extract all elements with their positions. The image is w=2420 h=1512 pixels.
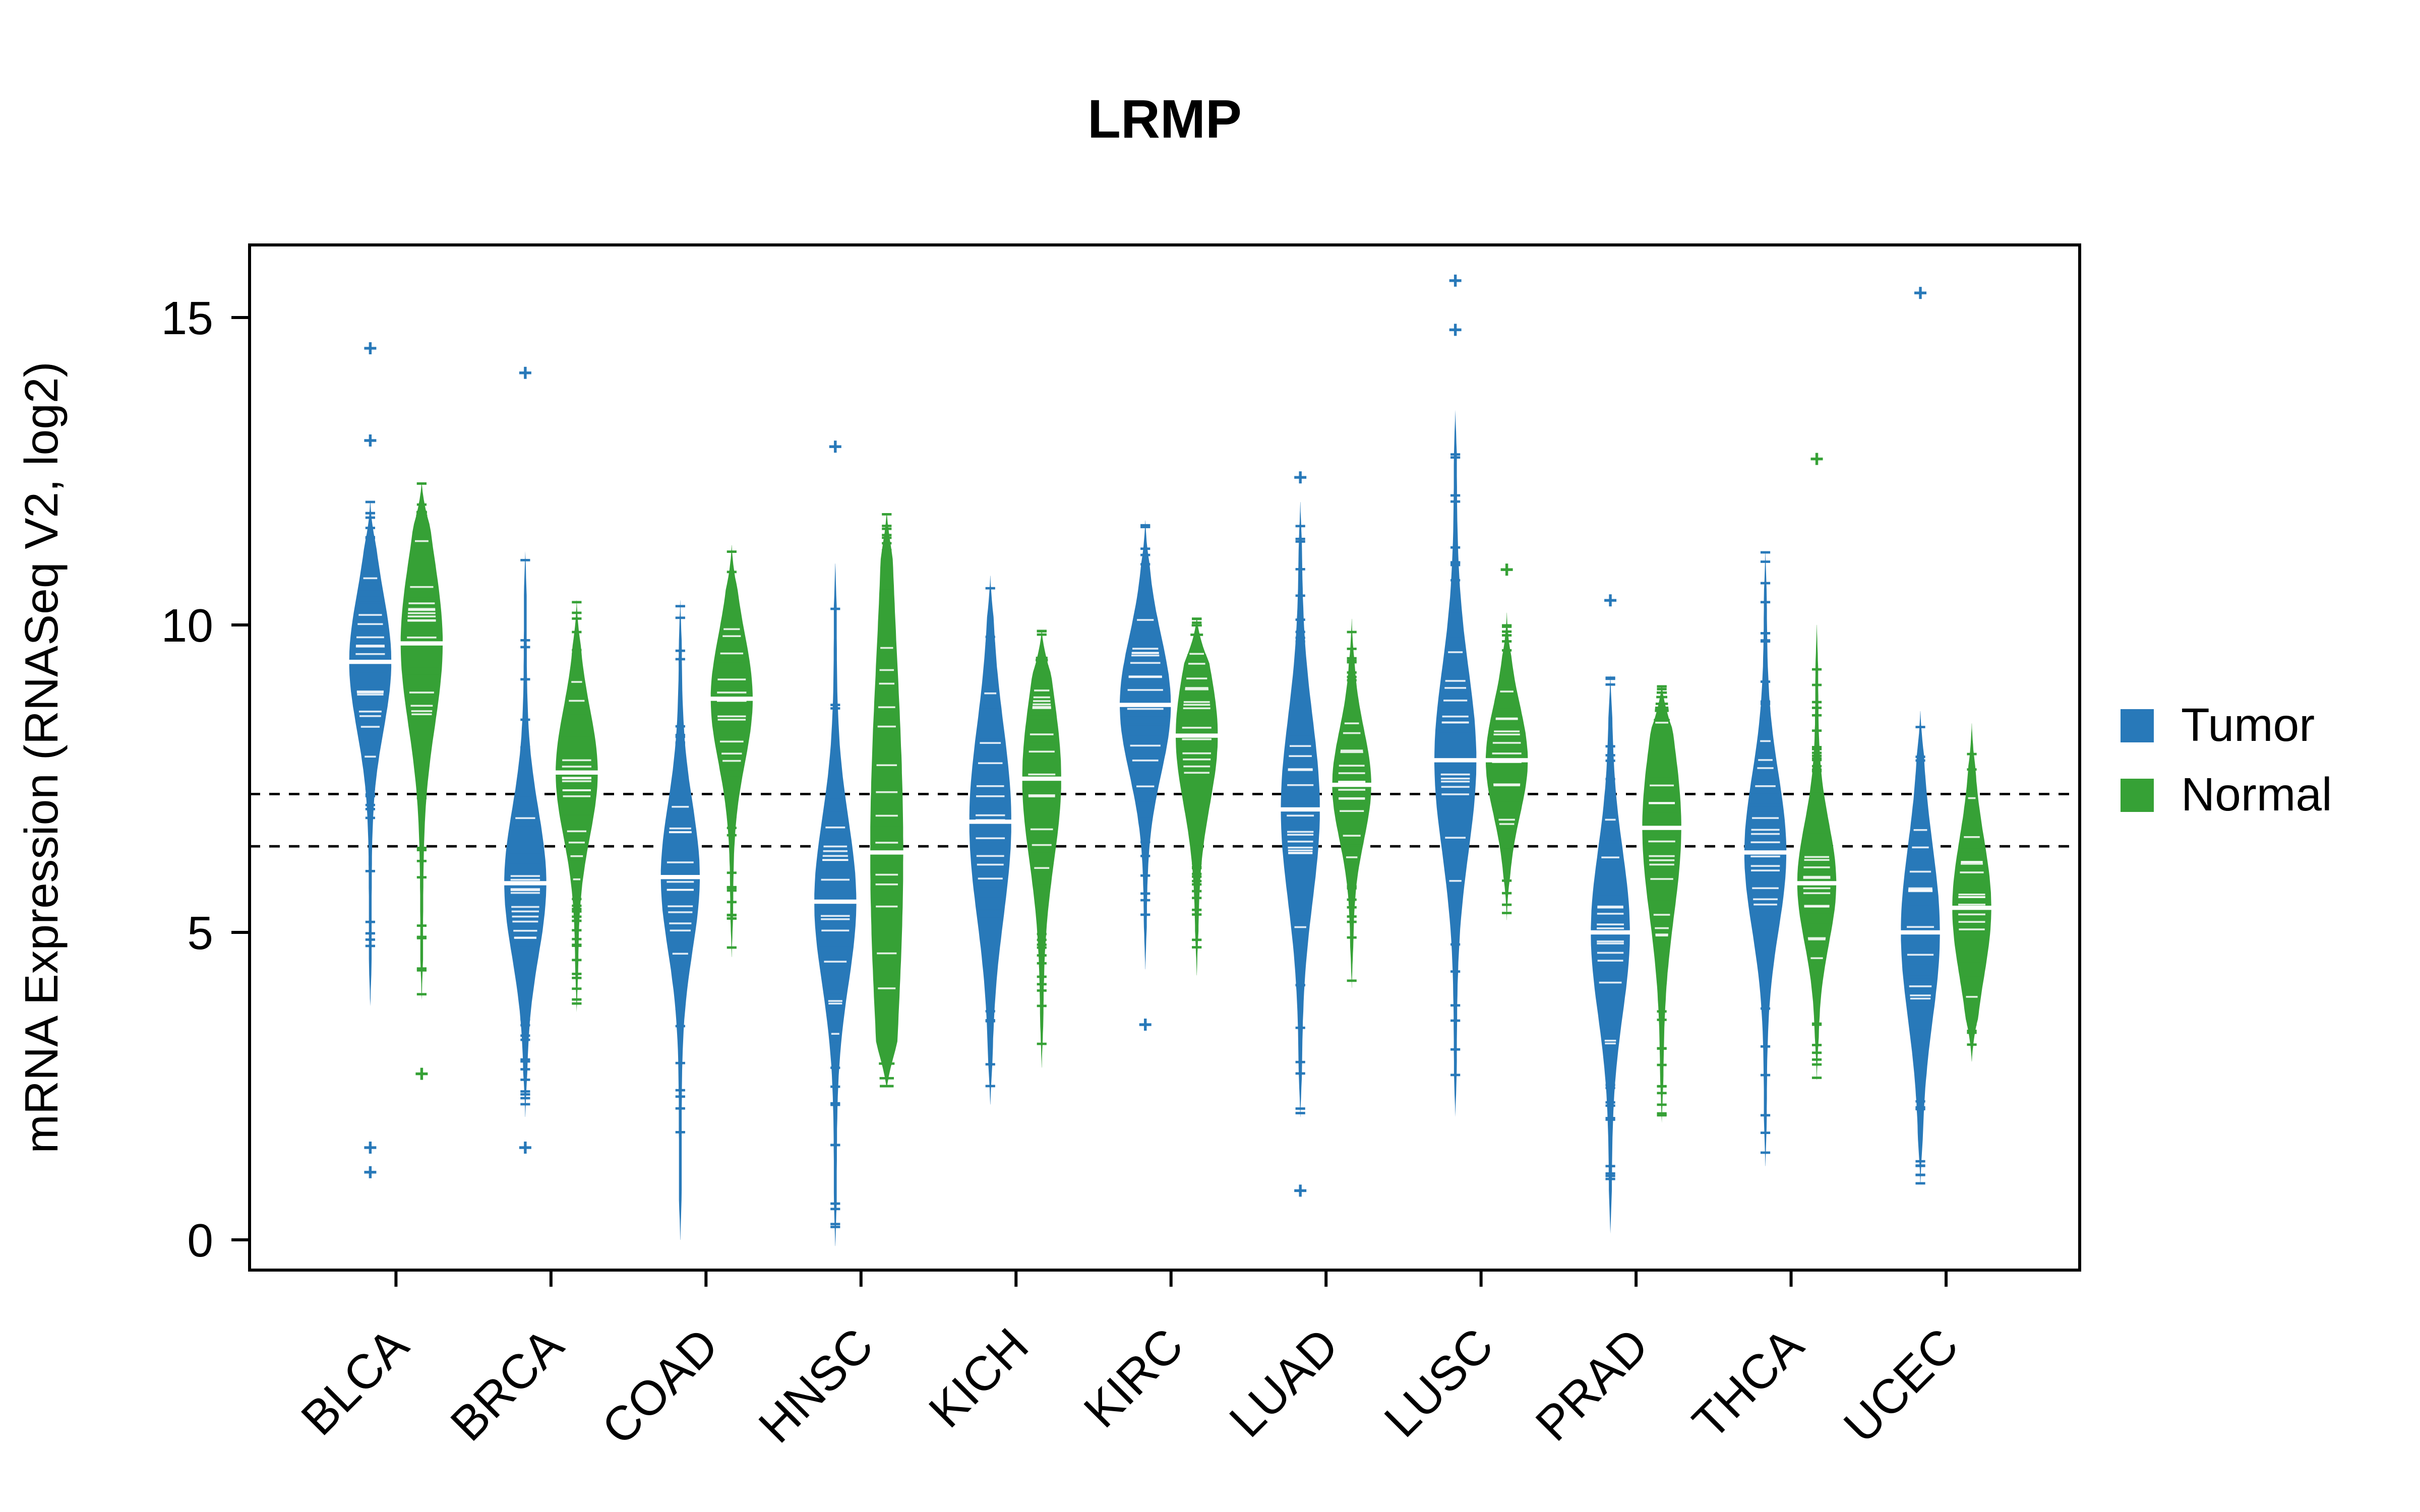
legend-item-normal: Normal: [2121, 768, 2332, 823]
violin-tumor-hnsc: [812, 440, 859, 1246]
violin-normal-thca: [1795, 453, 1839, 1080]
violin-tumor-coad: [658, 600, 702, 1240]
svg-text:0: 0: [187, 1214, 213, 1267]
svg-text:10: 10: [161, 599, 213, 652]
svg-text:15: 15: [161, 292, 213, 344]
tumor-swatch-icon: [2121, 709, 2154, 742]
svg-text:LUSC: LUSC: [1374, 1318, 1504, 1447]
svg-text:KIRC: KIRC: [1074, 1318, 1194, 1438]
svg-text:5: 5: [187, 907, 213, 959]
svg-text:HNSC: HNSC: [749, 1318, 884, 1453]
violin-tumor-blca: [346, 342, 394, 1178]
violin-normal-brca: [553, 600, 600, 1013]
svg-text:BRCA: BRCA: [440, 1318, 573, 1451]
violin-tumor-kirc: [1117, 520, 1174, 1031]
legend-label-normal: Normal: [2181, 768, 2332, 821]
violin-tumor-luad: [1278, 471, 1322, 1197]
violin-tumor-prad: [1588, 594, 1632, 1234]
svg-text:PRAD: PRAD: [1526, 1318, 1659, 1451]
violin-normal-lusc: [1483, 563, 1531, 920]
y-axis: 0 5 10 15: [161, 292, 250, 1267]
svg-text:UCEC: UCEC: [1834, 1318, 1969, 1453]
violin-normal-coad: [708, 545, 755, 957]
svg-text:KICH: KICH: [919, 1318, 1039, 1438]
normal-swatch-icon: [2121, 779, 2154, 812]
svg-text:LUAD: LUAD: [1219, 1318, 1349, 1447]
legend-item-tumor: Tumor: [2121, 699, 2332, 753]
legend: Tumor Normal: [2121, 699, 2332, 823]
reference-lines: [250, 793, 2080, 848]
violin-tumor-thca: [1742, 551, 1789, 1166]
svg-text:BLCA: BLCA: [291, 1318, 418, 1445]
violin-normal-luad: [1329, 618, 1374, 988]
violin-normal-kirc: [1173, 617, 1221, 976]
svg-text:COAD: COAD: [591, 1318, 729, 1455]
violin-normal-blca: [398, 482, 445, 1080]
violin-tumor-kich: [966, 576, 1014, 1105]
chart-title: LRMP: [1087, 88, 1242, 150]
violin-normal-ucec: [1950, 723, 1994, 1062]
svg-text:THCA: THCA: [1682, 1318, 1813, 1449]
violin-normal-hnsc: [868, 513, 906, 1088]
violin-normal-prad: [1640, 685, 1684, 1123]
violin-tumor-lusc: [1432, 274, 1479, 1117]
x-axis: BLCA BRCA COAD HNSC KICH KIRC LUAD LUSC PRAD THCA…: [291, 1270, 1969, 1455]
legend-label-tumor: Tumor: [2181, 699, 2315, 751]
violin-normal-kich: [1019, 629, 1064, 1068]
plot-border: [248, 243, 2081, 1272]
violin-tumor-ucec: [1898, 287, 1943, 1185]
violin-tumor-brca: [502, 366, 549, 1154]
